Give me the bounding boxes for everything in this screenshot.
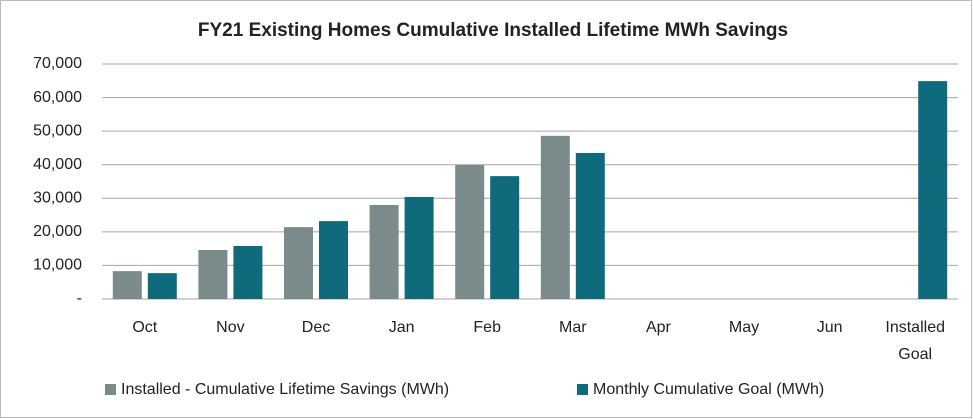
bar: [369, 205, 399, 299]
x-tick-label-line: Goal: [898, 346, 932, 363]
bar: [918, 81, 948, 299]
x-tick-label: Installed Goal: [885, 319, 945, 363]
bar: [490, 176, 520, 299]
chart-title: FY21 Existing Homes Cumulative Installed…: [198, 20, 788, 41]
y-tick-label: 20,000: [33, 223, 82, 240]
x-tick-label: Dec: [302, 319, 330, 336]
legend-label: Monthly Cumulative Goal (MWh): [593, 381, 824, 398]
y-tick-label: 60,000: [33, 89, 82, 106]
y-tick-label: 70,000: [33, 55, 82, 72]
bar: [198, 249, 228, 299]
legend-label: Installed - Cumulative Lifetime Savings …: [121, 381, 449, 398]
y-tick-label: 30,000: [33, 190, 82, 207]
x-tick-label-line: Installed: [885, 319, 945, 336]
y-tick-label: 10,000: [33, 257, 82, 274]
x-tick-label: Jan: [389, 319, 415, 336]
legend-swatch: [577, 384, 588, 395]
bar: [540, 135, 570, 299]
y-tick-label: 40,000: [33, 156, 82, 173]
bar: [455, 165, 485, 299]
bar: [575, 152, 605, 299]
y-tick-label: 50,000: [33, 122, 82, 139]
legend-swatch: [105, 384, 116, 395]
y-tick-label: -: [77, 290, 82, 307]
x-tick-label: Feb: [473, 319, 501, 336]
x-tick-label: May: [729, 319, 759, 336]
bar: [112, 271, 142, 299]
x-tick-label: Oct: [132, 319, 157, 336]
bar: [284, 227, 313, 299]
x-tick-label: Jun: [817, 319, 843, 336]
x-tick-label: Mar: [559, 319, 587, 336]
bar: [147, 273, 177, 299]
x-tick-label: Nov: [216, 319, 244, 336]
bar: [404, 196, 434, 299]
bar: [233, 245, 263, 299]
bar: [319, 221, 348, 299]
x-tick-label: Apr: [646, 319, 672, 336]
